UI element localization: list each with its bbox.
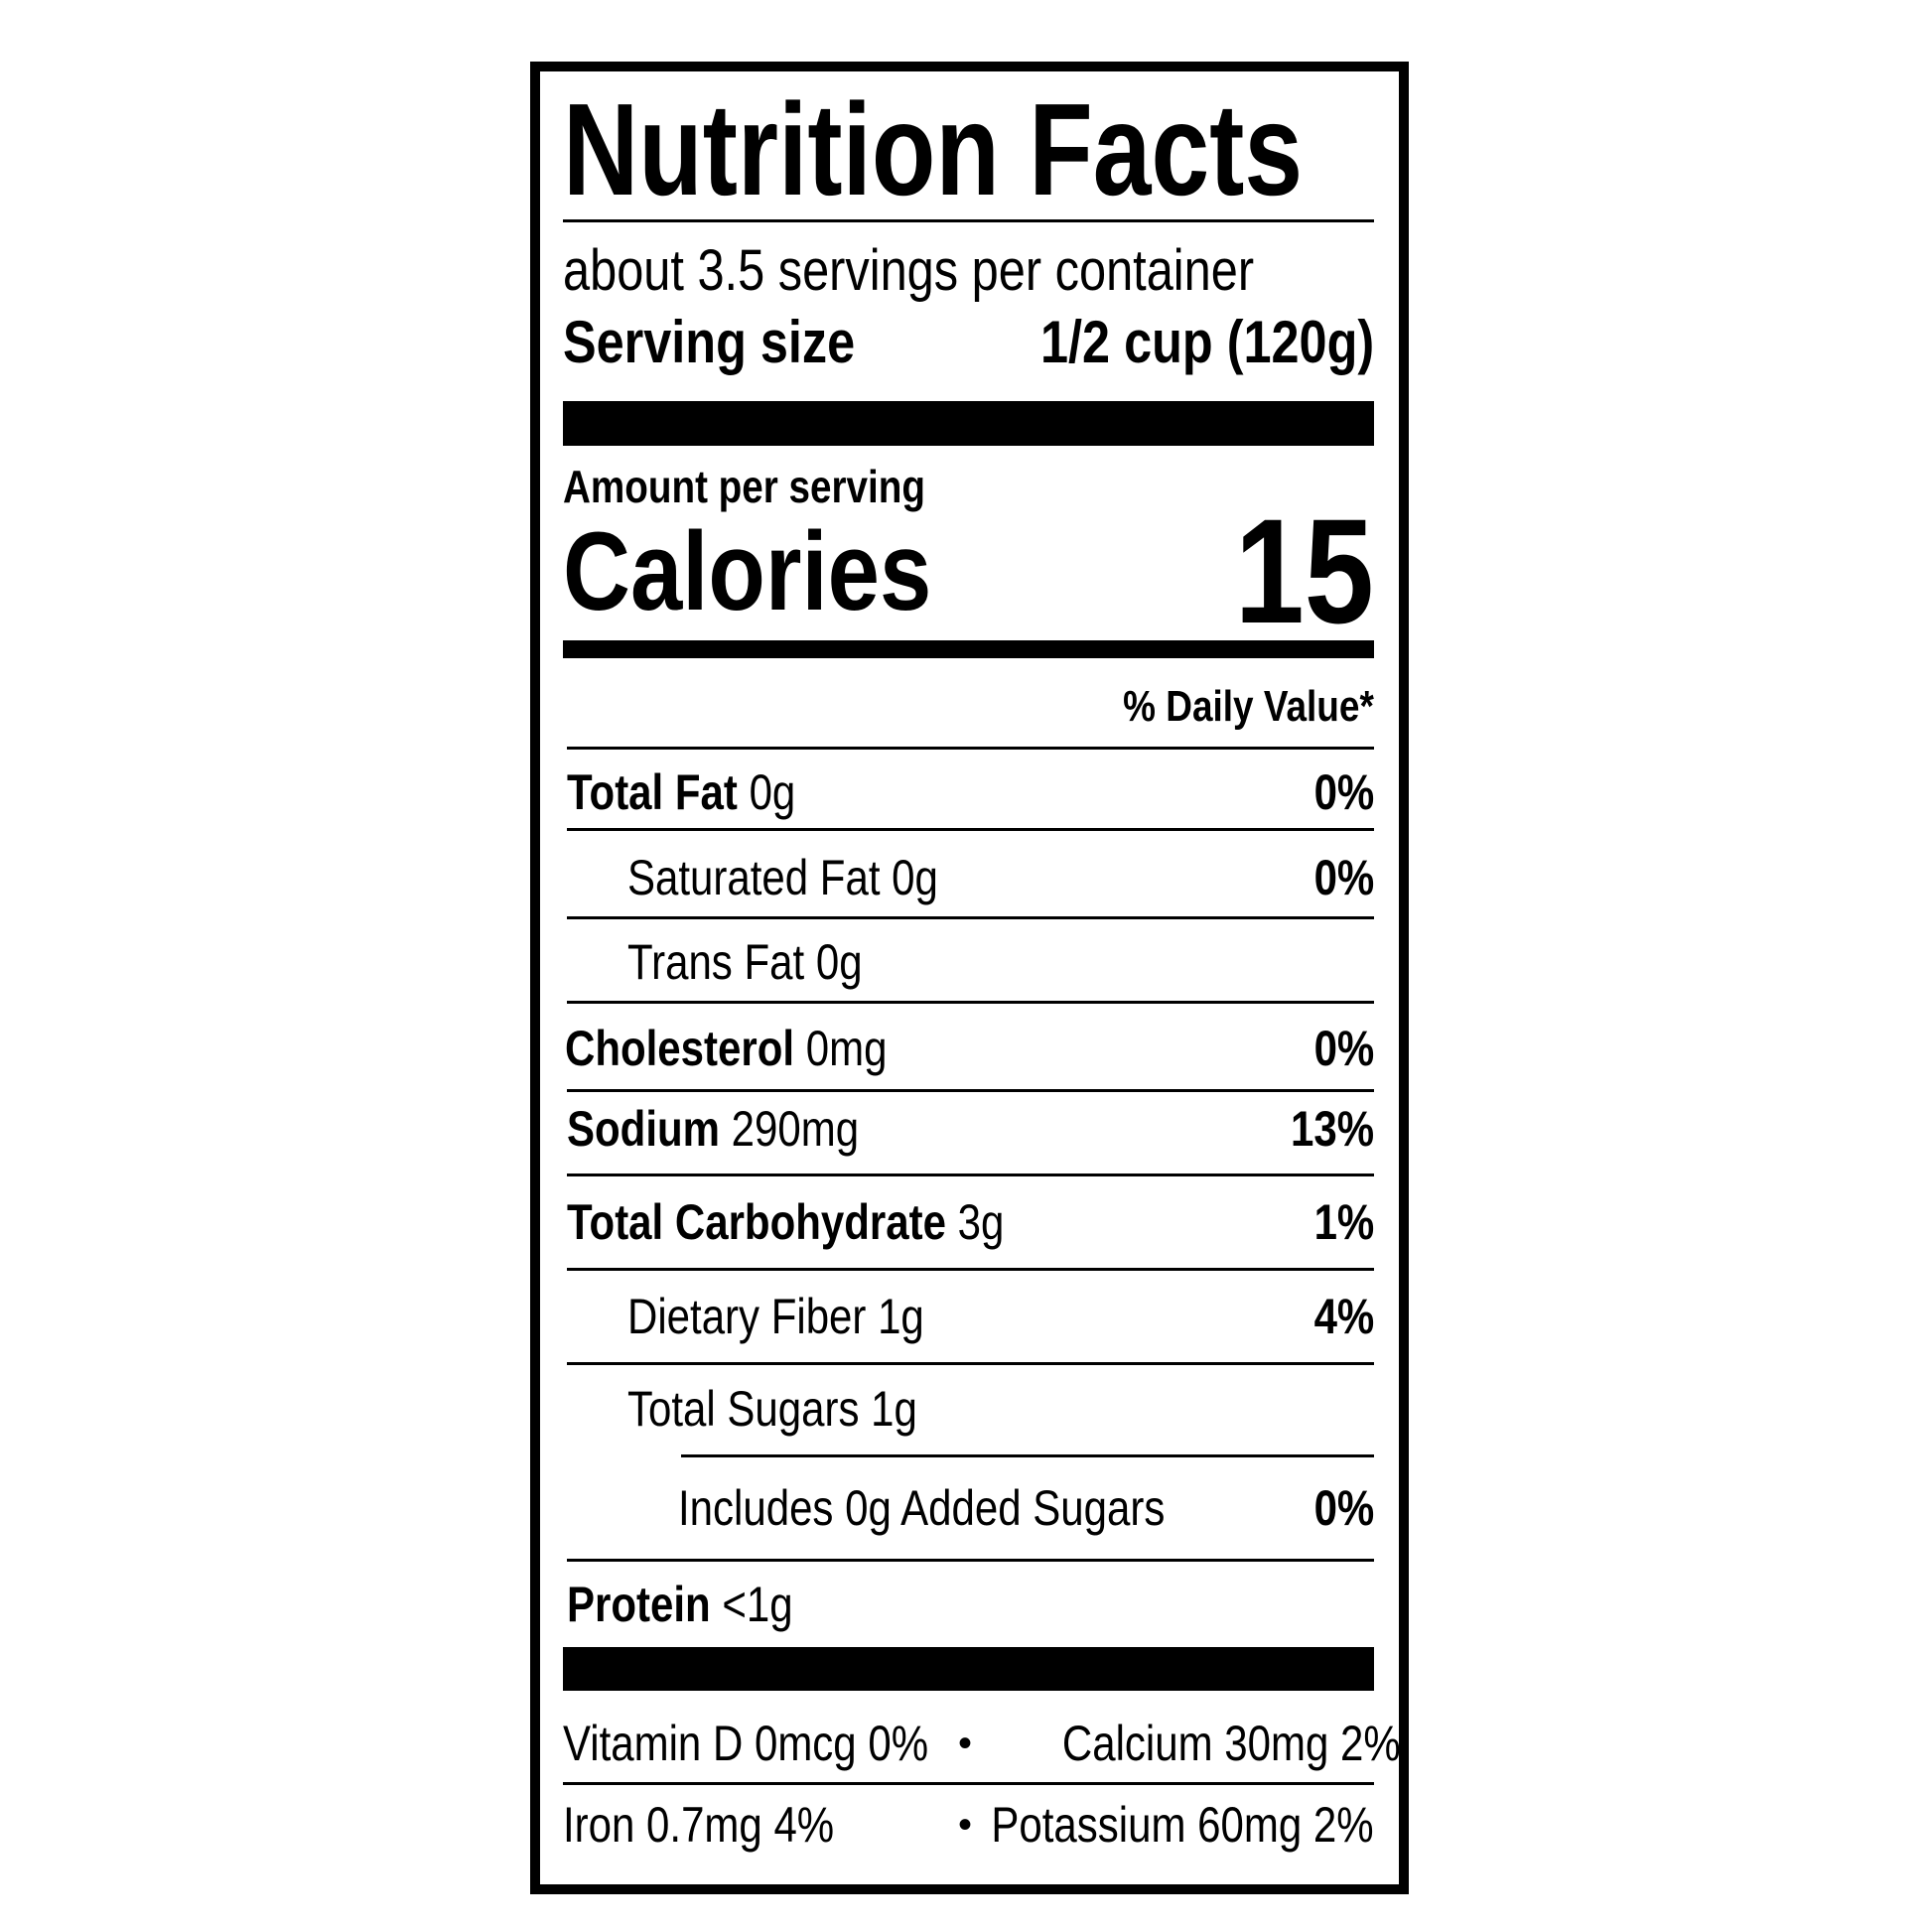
nutrient-amount: 1g [878, 1289, 924, 1344]
serving-size-row: Serving size 1/2 cup (120g) [563, 308, 1374, 375]
micronutrient-right: Potassium 60mg 2% [991, 1797, 1374, 1853]
amount-per-serving: Amount per serving [563, 461, 925, 512]
nutrient-row: Dietary Fiber 1g 4% [627, 1287, 1374, 1346]
nutrient-name: Sodium [567, 1101, 720, 1157]
divider [567, 1362, 1374, 1365]
nutrient-amount: 1g [871, 1381, 917, 1437]
nutrient-label: Sodium 290mg [567, 1100, 859, 1158]
micronutrient-right: Calcium 30mg 2% [1062, 1716, 1401, 1771]
divider [567, 1559, 1374, 1562]
divider [567, 828, 1374, 831]
nutrient-name: Trans Fat [627, 934, 805, 990]
nutrient-label: Saturated Fat 0g [627, 849, 938, 906]
daily-value-header: % Daily Value* [1123, 682, 1374, 731]
nutrient-row: Total Fat 0g 0% [567, 762, 1374, 822]
divider [567, 747, 1374, 750]
daily-value-percent: 0% [1313, 1021, 1374, 1076]
nutrient-amount: 0g [749, 764, 796, 820]
nutrient-amount: 3g [957, 1194, 1005, 1250]
nutrient-name: Total Sugars [627, 1381, 860, 1437]
divider [567, 916, 1374, 919]
calories-row: Calories 15 [563, 486, 1374, 654]
divider [567, 1089, 1374, 1092]
daily-value-percent: 0% [1313, 850, 1374, 905]
medium-divider [563, 640, 1374, 658]
nutrient-name: Protein [567, 1577, 711, 1632]
micronutrient-left: Vitamin D 0mcg 0% [563, 1716, 929, 1771]
thick-divider [563, 1647, 1374, 1691]
nutrient-row: Total Sugars 1g [627, 1379, 1374, 1439]
nutrient-label: Protein <1g [567, 1576, 793, 1633]
nutrition-label [530, 62, 1409, 1894]
divider [563, 1782, 1374, 1785]
divider [567, 1268, 1374, 1271]
nutrient-name: Total Carbohydrate [567, 1194, 946, 1250]
nutrient-row: Includes 0g Added Sugars 0% [678, 1478, 1374, 1538]
nutrient-name: Cholesterol [565, 1021, 795, 1076]
nutrient-name: Dietary Fiber [627, 1289, 867, 1344]
label-title: Nutrition Facts [563, 75, 1304, 222]
nutrient-amount: 290mg [731, 1101, 860, 1157]
nutrient-row: Saturated Fat 0g 0% [627, 848, 1374, 907]
daily-value-percent: 13% [1290, 1101, 1374, 1157]
divider [567, 1001, 1374, 1004]
nutrient-amount: 0g [892, 850, 938, 905]
nutrient-label: Includes 0g Added Sugars [678, 1479, 1165, 1537]
servings-per-container: about 3.5 servings per container [563, 237, 1255, 303]
nutrient-label: Total Fat 0g [567, 763, 795, 821]
nutrient-row: Trans Fat 0g [627, 932, 1374, 992]
nutrient-label: Dietary Fiber 1g [627, 1288, 924, 1345]
divider [681, 1454, 1374, 1457]
nutrient-row: Total Carbohydrate 3g 1% [567, 1192, 1374, 1252]
nutrient-label: Cholesterol 0mg [565, 1020, 887, 1077]
nutrient-row: Protein <1g [567, 1575, 1374, 1634]
nutrient-amount: 0g [815, 934, 863, 990]
nutrient-name: Saturated Fat [627, 850, 881, 905]
micronutrient-row: Vitamin D 0mcg 0% • Calcium 30mg 2% [563, 1714, 1401, 1773]
bullet-separator: • [958, 1721, 973, 1765]
daily-value-percent: 0% [1313, 764, 1374, 820]
nutrient-amount: 0mg [805, 1021, 888, 1076]
micronutrient-row: Iron 0.7mg 4% • Potassium 60mg 2% [563, 1795, 1374, 1855]
bullet-separator: • [958, 1802, 973, 1847]
thick-divider [563, 401, 1374, 446]
daily-value-percent: 1% [1313, 1194, 1374, 1250]
daily-value-percent: 4% [1313, 1289, 1374, 1344]
nutrient-label: Total Carbohydrate 3g [567, 1193, 1004, 1251]
nutrient-label: Trans Fat 0g [627, 933, 863, 991]
divider [567, 1173, 1374, 1176]
nutrient-label: Total Sugars 1g [627, 1380, 917, 1438]
nutrient-amount: <1g [722, 1577, 793, 1632]
micronutrient-left: Iron 0.7mg 4% [563, 1797, 835, 1853]
nutrient-name: Includes 0g Added Sugars [678, 1480, 1166, 1536]
nutrient-row: Sodium 290mg 13% [567, 1099, 1374, 1159]
nutrient-name: Total Fat [567, 764, 738, 820]
daily-value-percent: 0% [1313, 1480, 1374, 1536]
divider [563, 219, 1374, 222]
nutrient-row: Cholesterol 0mg 0% [565, 1019, 1374, 1078]
